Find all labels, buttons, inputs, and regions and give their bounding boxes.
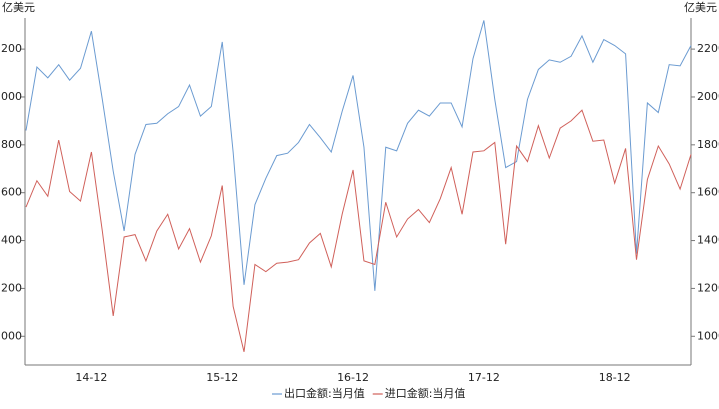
legend-label: 出口金额:当月值 xyxy=(284,386,365,400)
x-tick-label: 17-12 xyxy=(468,371,500,384)
y-tick-label: 1800 xyxy=(0,138,22,151)
y2-tick-label: 1800 xyxy=(697,138,719,151)
y2-tick-label: 1600 xyxy=(697,186,719,199)
y-tick-label: 1000 xyxy=(0,329,22,342)
y2-tick-label: 2000 xyxy=(697,90,719,103)
y2-axis-unit: 亿美元 xyxy=(684,1,717,14)
y2-tick-label: 1200 xyxy=(697,281,719,294)
x-tick-label: 14-12 xyxy=(75,371,107,384)
x-tick-label: 16-12 xyxy=(337,371,369,384)
y-tick-label: 1200 xyxy=(0,281,22,294)
series-line xyxy=(25,109,692,352)
legend-label: 进口金额:当月值 xyxy=(385,386,466,400)
series-line xyxy=(25,20,692,291)
y-axis-unit: 亿美元 xyxy=(2,1,35,14)
y-tick-label: 2000 xyxy=(0,90,22,103)
y2-tick-label: 2200 xyxy=(697,42,719,55)
x-tick-label: 15-12 xyxy=(206,371,238,384)
y-tick-label: 1400 xyxy=(0,234,22,247)
y2-tick-label: 1400 xyxy=(697,234,719,247)
y-tick-label: 1600 xyxy=(0,186,22,199)
y-tick-label: 2200 xyxy=(0,42,22,55)
x-tick-label: 18-12 xyxy=(599,371,631,384)
y2-tick-label: 1000 xyxy=(697,329,719,342)
